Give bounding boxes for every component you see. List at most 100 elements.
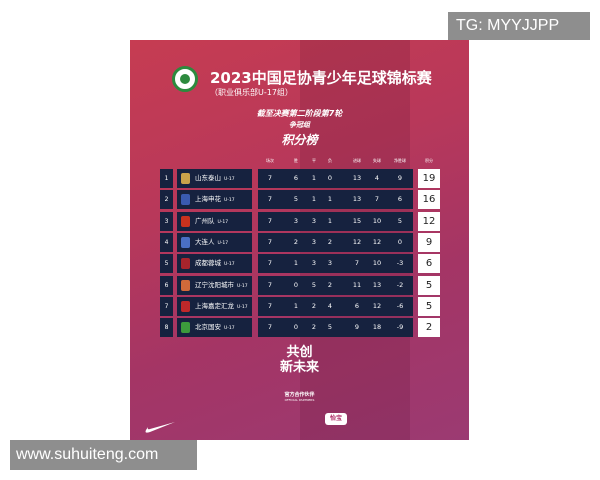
standings-heading: 积分榜	[281, 133, 318, 147]
rank-cell: 7	[160, 296, 173, 316]
stat-played: 7	[267, 323, 273, 332]
points-cell: 19	[418, 169, 440, 188]
stat-played: 7	[267, 237, 273, 246]
team-name: 辽宁沈阳城市	[195, 280, 234, 289]
slogan-line-2: 新未来	[279, 360, 319, 375]
stat-gf: 11	[352, 280, 362, 289]
rank-cell: 4	[160, 232, 173, 252]
stat-w: 2	[293, 237, 299, 246]
stats-cell: 7 5 1 1 13 7 6	[258, 190, 413, 210]
column-header: 负	[328, 158, 332, 163]
team-name-wrap: 广州队 U-17	[195, 212, 228, 232]
stat-gf: 13	[352, 195, 362, 204]
stats-cell: 7 2 3 2 12 12 0	[258, 232, 413, 252]
watermark-top: TG: MYYJJPP	[448, 12, 590, 40]
team-name: 广州队	[195, 216, 215, 225]
team-name-wrap: 北京国安 U-17	[195, 318, 235, 338]
team-badge-icon	[181, 236, 190, 248]
stats-cell: 7 1 2 4 6 12 -6	[258, 296, 413, 316]
stat-played: 7	[267, 195, 273, 204]
stat-l: 1	[327, 216, 333, 225]
stat-gd: 5	[397, 216, 403, 225]
stat-ga: 13	[372, 280, 382, 289]
stat-d: 3	[311, 237, 317, 246]
points-cell: 16	[418, 190, 440, 210]
stat-gf: 6	[354, 301, 360, 310]
stat-gd: -6	[396, 301, 404, 310]
stat-gd: 6	[397, 195, 403, 204]
team-suffix: U-17	[237, 304, 248, 310]
team-suffix: U-17	[224, 198, 235, 204]
poster-subtitle: （职业俱乐部U-17组）	[210, 88, 293, 97]
stat-w: 0	[293, 280, 299, 289]
stat-l: 2	[327, 237, 333, 246]
table-row: 3 广州队 U-17 7 3 3 1 15 10 5 12	[130, 211, 469, 232]
stat-l: 4	[327, 301, 333, 310]
nike-swoosh-icon	[145, 422, 175, 433]
stat-d: 3	[311, 259, 317, 268]
stat-d: 2	[311, 323, 317, 332]
stat-l: 2	[327, 280, 333, 289]
stat-d: 1	[311, 174, 317, 182]
team-name: 成都蓉城	[195, 259, 221, 268]
rank-cell: 2	[160, 190, 173, 210]
stats-cell: 7 6 1 0 13 4 9	[258, 169, 413, 188]
rank-cell: 5	[160, 254, 173, 274]
column-header: 积分	[425, 158, 433, 163]
standings-poster: 2023中国足协青少年足球锦标赛 （职业俱乐部U-17组） 截至决赛第二阶段第7…	[130, 40, 469, 440]
team-suffix: U-17	[224, 177, 235, 182]
stat-w: 3	[293, 216, 299, 225]
stat-gf: 9	[354, 323, 360, 332]
team-suffix: U-17	[224, 326, 235, 332]
group-name: 争冠组	[289, 121, 310, 129]
table-row: 1 山东泰山 U-17 7 6 1 0 13 4 9 19	[130, 169, 469, 188]
table-row: 7 上海嘉定汇龙 U-17 7 1 2 4 6 12 -6 5	[130, 296, 469, 316]
stat-ga: 4	[374, 174, 380, 182]
rank-cell: 8	[160, 318, 173, 338]
stat-w: 0	[293, 323, 299, 332]
stat-w: 1	[293, 259, 299, 268]
team-name-wrap: 辽宁沈阳城市 U-17	[195, 276, 248, 296]
cfa-logo-icon	[172, 66, 198, 92]
team-badge-icon	[181, 215, 190, 227]
stat-played: 7	[267, 216, 273, 225]
column-header: 场次	[266, 158, 274, 163]
stat-w: 1	[293, 301, 299, 310]
stats-cell: 7 1 3 3 7 10 -3	[258, 254, 413, 274]
stat-l: 5	[327, 323, 333, 332]
team-name-wrap: 上海申花 U-17	[195, 190, 235, 210]
stat-gd: 9	[397, 174, 403, 182]
team-cell: 成都蓉城 U-17	[177, 254, 252, 274]
team-badge-icon	[181, 279, 190, 291]
stat-d: 1	[311, 195, 317, 204]
partners-label: 官方合作伙伴	[284, 392, 315, 398]
points-cell: 9	[418, 232, 440, 252]
stat-ga: 10	[372, 216, 382, 225]
team-badge-icon	[181, 258, 190, 270]
team-cell: 山东泰山 U-17	[177, 169, 252, 188]
stat-gd: -3	[396, 259, 404, 268]
team-suffix: U-17	[217, 240, 229, 246]
column-header: 进球	[353, 158, 361, 163]
team-name: 山东泰山	[195, 174, 221, 182]
column-header: 胜	[294, 158, 298, 163]
team-name: 北京国安	[195, 323, 221, 332]
team-name: 大连人	[195, 237, 215, 246]
team-cell: 北京国安 U-17	[177, 318, 252, 338]
stat-played: 7	[267, 301, 273, 310]
stat-gf: 12	[352, 237, 362, 246]
team-cell: 广州队 U-17	[177, 211, 252, 232]
table-row: 4 大连人 U-17 7 2 3 2 12 12 0 9	[130, 232, 469, 252]
stat-l: 3	[327, 259, 333, 268]
slogan-line-1: 共创	[286, 345, 313, 360]
table-row: 6 辽宁沈阳城市 U-17 7 0 5 2 11 13 -2 5	[130, 275, 469, 296]
team-badge-icon	[181, 300, 190, 312]
stat-ga: 12	[372, 301, 382, 310]
stat-w: 5	[293, 195, 299, 204]
table-row: 5 成都蓉城 U-17 7 1 3 3 7 10 -3 6	[130, 254, 469, 274]
stat-gf: 7	[354, 259, 360, 268]
column-header: 失球	[373, 158, 381, 163]
poster-title: 2023中国足协青少年足球锦标赛	[210, 69, 432, 87]
team-suffix: U-17	[224, 262, 235, 268]
stat-gd: -2	[396, 280, 404, 289]
